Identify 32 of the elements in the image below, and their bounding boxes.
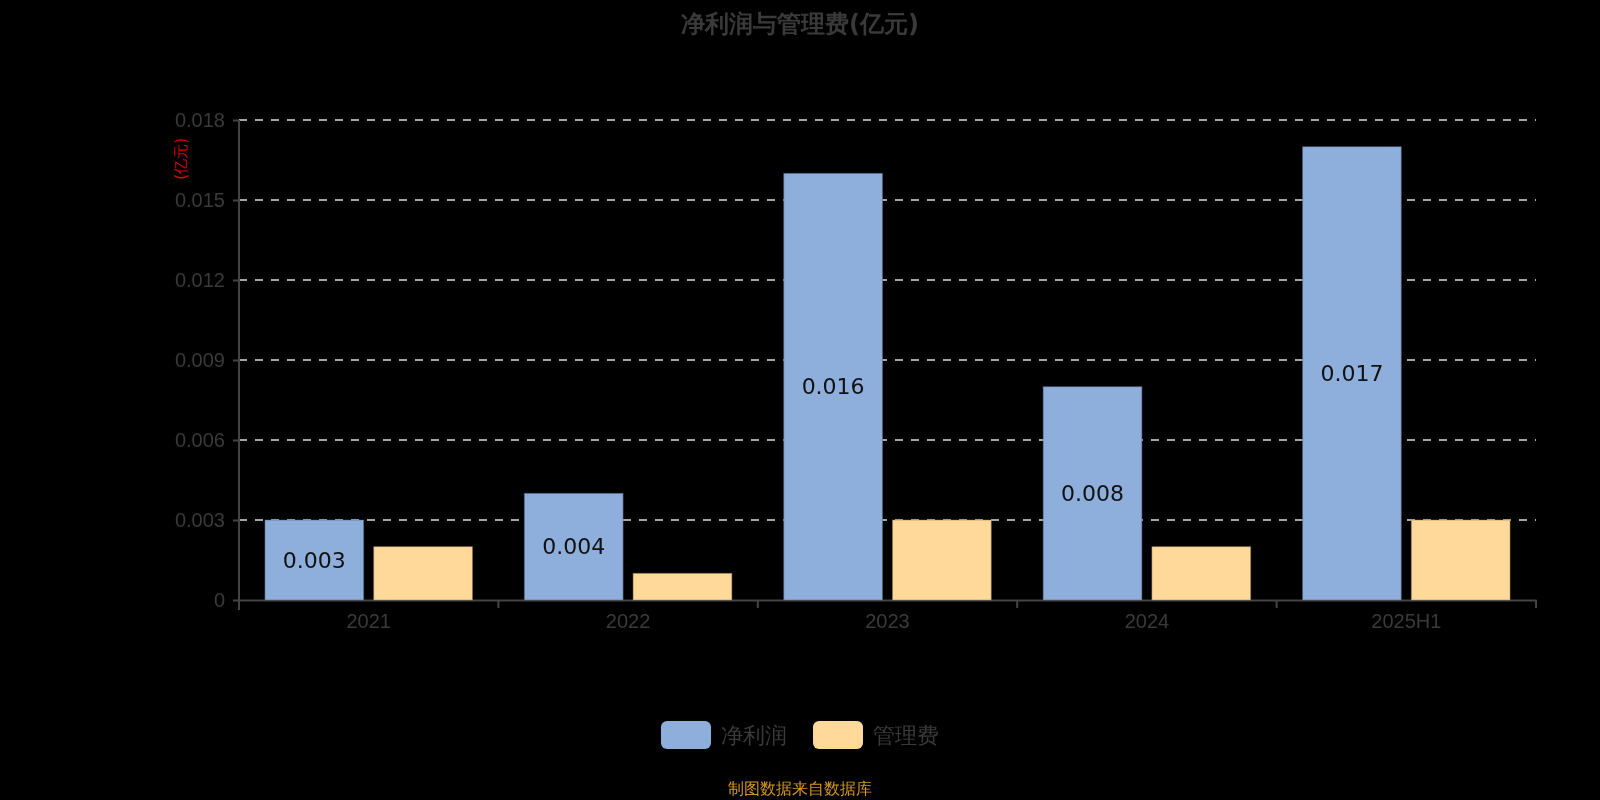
x-tick-label: 2022 <box>605 610 651 633</box>
legend-label: 净利润 <box>721 722 787 748</box>
data-label: 0.004 <box>542 534 606 560</box>
legend-label: 管理费 <box>873 722 939 748</box>
bar <box>632 572 733 601</box>
y-tick-label: 0.018 <box>174 108 225 131</box>
bar <box>373 546 473 601</box>
x-tick-label: 2025H1 <box>1371 610 1442 633</box>
bar <box>1151 546 1252 601</box>
y-tick-label: 0 <box>213 588 225 611</box>
data-label: 0.003 <box>282 547 346 573</box>
bar <box>1042 386 1143 601</box>
y-tick-label: 0.012 <box>174 268 225 291</box>
y-tick-label: 0.003 <box>174 508 225 531</box>
x-tick-label: 2023 <box>865 610 910 633</box>
bar <box>783 172 883 601</box>
data-label: 0.008 <box>1061 480 1125 506</box>
bar <box>1302 146 1402 601</box>
data-label: 0.017 <box>1320 360 1384 386</box>
bar <box>1410 519 1511 601</box>
bar <box>892 519 992 601</box>
y-axis-title: (亿元) <box>172 138 190 180</box>
text: 制图数据来自数据库 <box>728 778 872 798</box>
bar <box>264 519 365 601</box>
y-tick-label: 0.009 <box>174 348 225 371</box>
data-label: 0.016 <box>801 374 865 400</box>
bar <box>523 492 624 601</box>
chart-title: 净利润与管理费(亿元) <box>681 10 919 38</box>
x-tick-label: 2024 <box>1124 610 1170 633</box>
x-tick-label: 2021 <box>346 610 391 633</box>
y-tick-label: 0.015 <box>174 188 225 211</box>
y-tick-label: 0.006 <box>174 428 225 451</box>
